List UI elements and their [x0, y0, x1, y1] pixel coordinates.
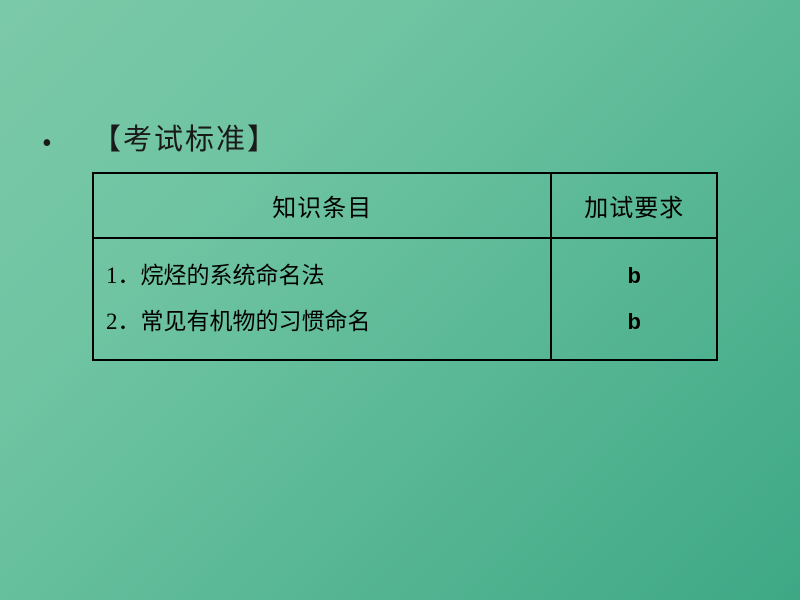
requirements-cell: b b: [551, 238, 717, 360]
standards-table: 知识条目 加试要求 1．烷烃的系统命名法 2．常见有机物的习惯命名 b b: [92, 172, 718, 361]
section-heading: 【考试标准】: [92, 116, 278, 158]
topic-row-1: 1．烷烃的系统命名法: [106, 253, 538, 299]
col-header-topic: 知识条目: [93, 173, 551, 238]
bullet-marker: •: [42, 128, 52, 160]
topics-cell: 1．烷烃的系统命名法 2．常见有机物的习惯命名: [93, 238, 551, 360]
req-row-1: b: [552, 253, 716, 299]
table-body-row: 1．烷烃的系统命名法 2．常见有机物的习惯命名 b b: [93, 238, 717, 360]
standards-table-wrap: 知识条目 加试要求 1．烷烃的系统命名法 2．常见有机物的习惯命名 b b: [92, 172, 718, 361]
col-header-requirement: 加试要求: [551, 173, 717, 238]
table-header-row: 知识条目 加试要求: [93, 173, 717, 238]
req-row-2: b: [552, 299, 716, 345]
topic-row-2: 2．常见有机物的习惯命名: [106, 299, 538, 345]
